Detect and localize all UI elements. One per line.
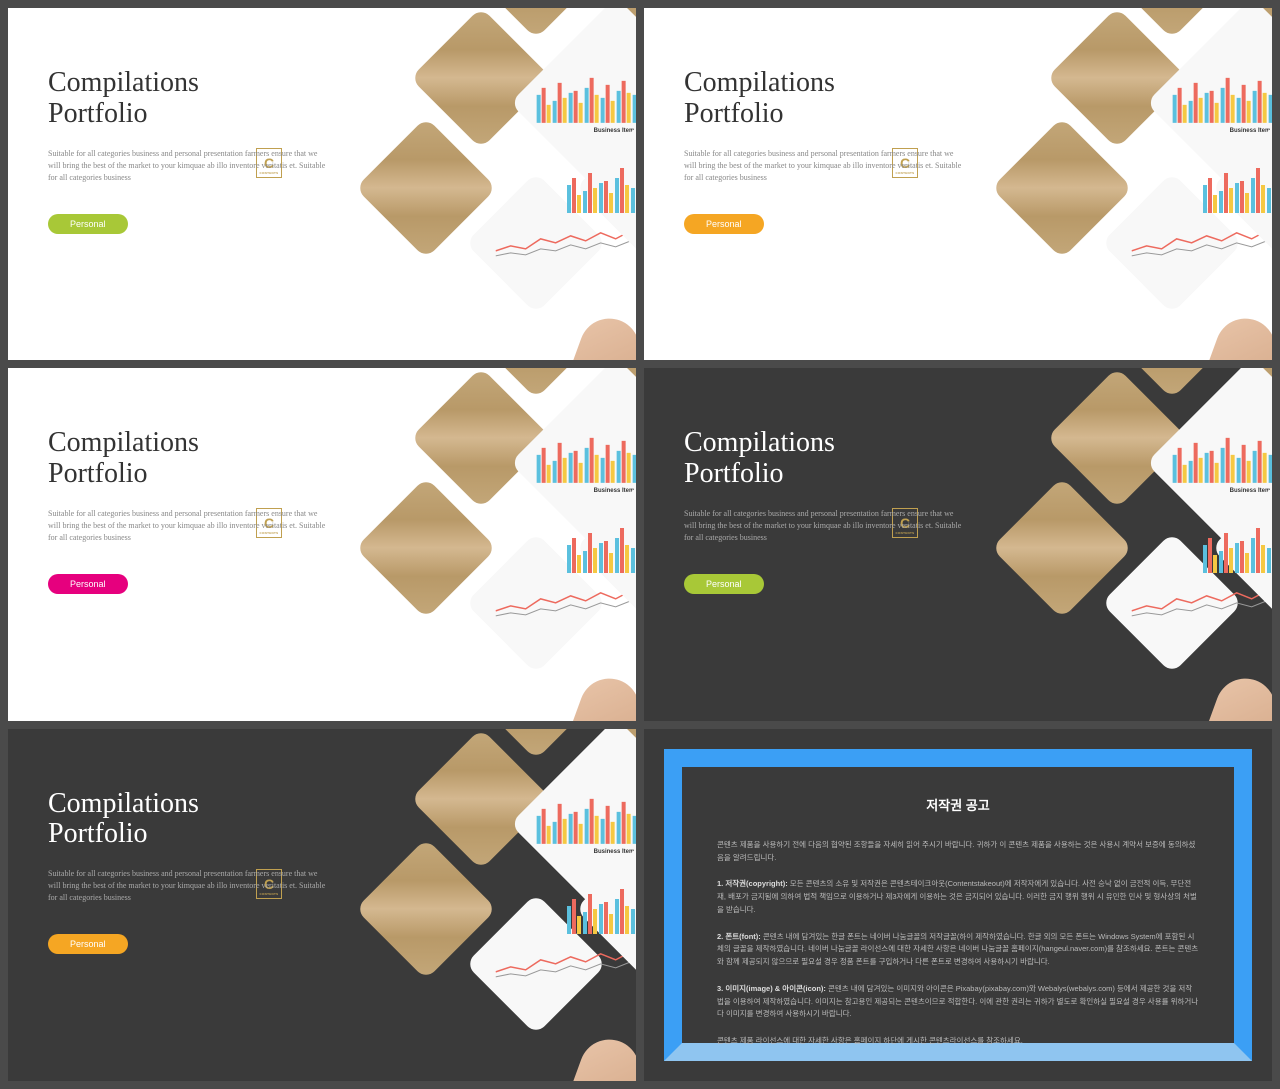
slide-grid: CompilationsPortfolio Suitable for all c… bbox=[8, 8, 1272, 1081]
slide-3: CompilationsPortfolio Suitable for all c… bbox=[8, 368, 636, 720]
slide-content: CompilationsPortfolio Suitable for all c… bbox=[48, 68, 328, 234]
slide-1: CompilationsPortfolio Suitable for all c… bbox=[8, 8, 636, 360]
personal-button[interactable]: Personal bbox=[48, 214, 128, 234]
slide-2: CompilationsPortfolio Suitable for all c… bbox=[644, 8, 1272, 360]
slide-4: CompilationsPortfolio Suitable for all c… bbox=[644, 368, 1272, 720]
copyright-frame: 저작권 공고 콘텐츠 제품을 사용하기 전에 다음의 협약된 조항들을 자세히 … bbox=[664, 749, 1252, 1061]
slide-5: CompilationsPortfolio Suitable for all c… bbox=[8, 729, 636, 1081]
slide-title: CompilationsPortfolio bbox=[48, 68, 328, 130]
slide-content: CompilationsPortfolio Suitable for all c… bbox=[48, 789, 328, 955]
slide-desc: Suitable for all categories business and… bbox=[48, 868, 328, 904]
slide-title: CompilationsPortfolio bbox=[48, 428, 328, 490]
copyright-p2: 2. 폰트(font): 콘텐츠 내에 담겨있는 한글 폰트는 네이버 나눔글꼴… bbox=[717, 931, 1199, 969]
slide-desc: Suitable for all categories business and… bbox=[684, 148, 964, 184]
copyright-intro: 콘텐츠 제품을 사용하기 전에 다음의 협약된 조항들을 자세히 읽어 주시기 … bbox=[717, 839, 1199, 865]
slide-title: CompilationsPortfolio bbox=[684, 428, 964, 490]
copyright-footer: 콘텐츠 제품 라이선스에 대한 자세한 사항은 홈페이지 하단에 게시한 콘텐츠… bbox=[717, 1035, 1199, 1048]
personal-button[interactable]: Personal bbox=[684, 574, 764, 594]
personal-button[interactable]: Personal bbox=[48, 934, 128, 954]
hand-icon bbox=[1200, 670, 1272, 720]
hand-icon bbox=[564, 670, 636, 720]
copyright-title: 저작권 공고 bbox=[717, 795, 1199, 817]
slide-title: CompilationsPortfolio bbox=[684, 68, 964, 130]
slide-6-copyright: 저작권 공고 콘텐츠 제품을 사용하기 전에 다음의 협약된 조항들을 자세히 … bbox=[644, 729, 1272, 1081]
slide-desc: Suitable for all categories business and… bbox=[48, 508, 328, 544]
personal-button[interactable]: Personal bbox=[48, 574, 128, 594]
slide-desc: Suitable for all categories business and… bbox=[48, 148, 328, 184]
hand-icon bbox=[1200, 310, 1272, 360]
personal-button[interactable]: Personal bbox=[684, 214, 764, 234]
copyright-p3: 3. 이미지(image) & 아이콘(icon): 콘텐츠 내에 담겨있는 이… bbox=[717, 983, 1199, 1021]
slide-content: CompilationsPortfolio Suitable for all c… bbox=[684, 428, 964, 594]
hand-icon bbox=[564, 310, 636, 360]
hand-icon bbox=[564, 1031, 636, 1081]
slide-content: CompilationsPortfolio Suitable for all c… bbox=[684, 68, 964, 234]
slide-desc: Suitable for all categories business and… bbox=[684, 508, 964, 544]
slide-content: CompilationsPortfolio Suitable for all c… bbox=[48, 428, 328, 594]
slide-title: CompilationsPortfolio bbox=[48, 789, 328, 851]
copyright-p1: 1. 저작권(copyright): 모든 콘텐츠의 소유 및 저작권은 콘텐츠… bbox=[717, 878, 1199, 916]
